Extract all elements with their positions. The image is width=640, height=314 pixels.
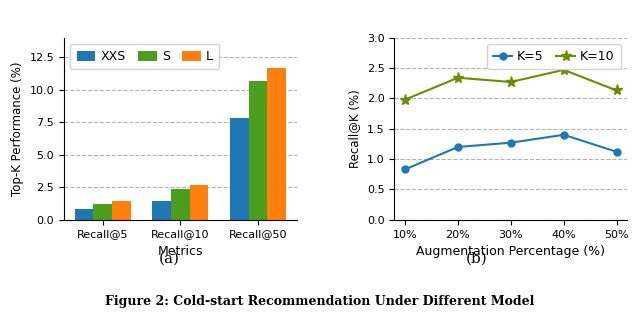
- K=10: [454, 76, 462, 80]
- K=5: [401, 168, 409, 171]
- K=10: [560, 68, 568, 72]
- K=5: [560, 133, 568, 137]
- X-axis label: Augmentation Percentage (%): Augmentation Percentage (%): [417, 245, 605, 258]
- Bar: [112, 201, 131, 220]
- Legend: K=5, K=10: K=5, K=10: [487, 44, 621, 69]
- Legend: XXS, S, L: XXS, S, L: [70, 44, 220, 69]
- K=10: [401, 98, 409, 101]
- Bar: [171, 189, 189, 220]
- Bar: [152, 201, 171, 220]
- Bar: [268, 68, 286, 220]
- Bar: [75, 209, 93, 220]
- K=5: [507, 141, 515, 144]
- Y-axis label: Top-K Performance (%): Top-K Performance (%): [11, 62, 24, 196]
- K=5: [454, 145, 462, 149]
- Text: (a): (a): [159, 252, 180, 266]
- Text: (b): (b): [466, 252, 488, 266]
- Line: K=5: K=5: [401, 131, 620, 173]
- Bar: [230, 118, 249, 220]
- Y-axis label: Recall@K (%): Recall@K (%): [348, 89, 362, 168]
- X-axis label: Metrics: Metrics: [157, 245, 203, 258]
- K=5: [612, 150, 620, 154]
- Bar: [249, 81, 268, 220]
- K=10: [507, 80, 515, 84]
- Text: Figure 2: Cold-start Recommendation Under Different Model: Figure 2: Cold-start Recommendation Unde…: [106, 295, 534, 308]
- Bar: [93, 203, 112, 220]
- Line: K=10: K=10: [399, 64, 622, 105]
- Bar: [189, 185, 209, 220]
- K=10: [612, 89, 620, 92]
